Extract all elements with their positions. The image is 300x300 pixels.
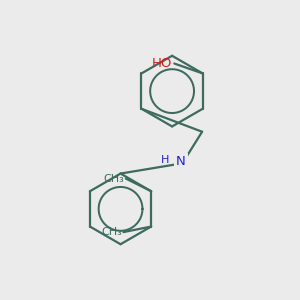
Text: HO: HO (152, 57, 172, 70)
Text: CH₃: CH₃ (104, 174, 124, 184)
Text: N: N (176, 155, 186, 168)
Text: H: H (160, 155, 169, 165)
Text: CH₃: CH₃ (101, 227, 122, 237)
